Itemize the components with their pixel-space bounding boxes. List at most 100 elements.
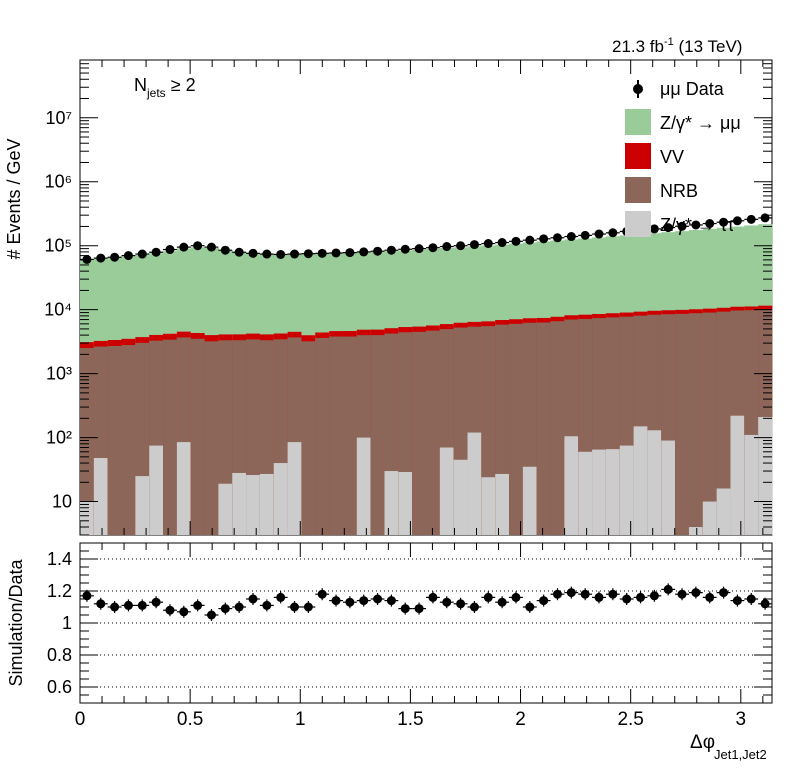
- ratio-y-tick-label: 1: [62, 613, 72, 633]
- ratio-point: [442, 597, 452, 607]
- bar-ztt: [176, 442, 192, 535]
- ratio-point: [137, 600, 147, 610]
- data-point: [400, 244, 410, 254]
- ratio-point: [96, 599, 106, 609]
- data-point: [442, 242, 452, 252]
- ratio-point: [179, 607, 189, 617]
- y-tick-label: 10: [52, 492, 72, 512]
- bar-nrb: [342, 336, 358, 535]
- bar-ztt: [259, 473, 275, 535]
- data-point: [303, 249, 313, 259]
- legend-ztt-label: Z/γ* → ττ: [660, 215, 734, 235]
- bar-ztt: [467, 432, 482, 535]
- x-tick-label: 3: [736, 709, 747, 730]
- data-point: [234, 247, 244, 257]
- data-point: [483, 239, 493, 249]
- bar-nrb: [121, 345, 136, 535]
- ratio-point: [746, 594, 756, 604]
- bar-nrb: [688, 313, 704, 535]
- data-point: [497, 238, 507, 248]
- bar-nrb: [204, 341, 219, 535]
- ratio-point: [290, 602, 300, 612]
- bar-ztt: [495, 473, 510, 535]
- data-point: [165, 245, 175, 255]
- ratio-y-tick-label: 1.2: [47, 581, 72, 601]
- ratio-point: [123, 600, 133, 610]
- data-point: [137, 249, 147, 259]
- y-tick-label: 10⁷: [45, 108, 72, 128]
- data-point: [663, 223, 673, 233]
- bar-nrb: [550, 321, 565, 535]
- ratio-point: [511, 592, 521, 602]
- ratio-y-tick-label: 0.8: [47, 645, 72, 665]
- lumi-label: 21.3 fb-1 (13 TeV): [612, 36, 742, 56]
- ratio-y-tick-label: 1.4: [47, 549, 72, 569]
- bar-nrb: [315, 338, 330, 535]
- ratio-point: [276, 592, 286, 602]
- ratio-y-axis-title: Simulation/Data: [6, 558, 26, 686]
- bar-nrb: [702, 312, 718, 535]
- bar-ztt: [481, 477, 496, 535]
- legend: μμ Data Z/γ* → μμ VV NRB Z/γ* → ττ: [625, 79, 741, 237]
- data-point: [345, 248, 355, 258]
- bar-ztt: [578, 451, 593, 535]
- ratio-point: [110, 602, 120, 612]
- data-point: [525, 235, 535, 245]
- bar-ztt: [80, 501, 95, 535]
- data-point: [206, 242, 216, 252]
- legend-nrb-swatch: [625, 177, 651, 203]
- data-point: [151, 247, 161, 257]
- axes: 10 10² 10³ 10⁴ 10⁵ 10⁶ 10⁷ 0 0.5 1 1.5 2 2.5 3 0.6 0.8 1…: [44, 59, 772, 730]
- x-axis-subscript: Jet1,Jet2: [714, 747, 767, 762]
- ratio-point: [414, 604, 424, 614]
- data-point: [276, 249, 286, 259]
- bar-nrb: [80, 348, 95, 535]
- ratio-point: [663, 584, 673, 594]
- legend-entry-zmm: Z/γ* → μμ: [625, 109, 741, 135]
- data-point: [110, 252, 120, 262]
- bar-ztt: [453, 459, 468, 535]
- data-point: [373, 246, 383, 256]
- data-point: [552, 233, 562, 243]
- data-point: [179, 242, 189, 252]
- bar-nrb: [509, 323, 524, 535]
- x-tick-label: 0: [75, 709, 86, 730]
- y-tick-label: 10⁴: [44, 300, 72, 320]
- ratio-point: [303, 602, 313, 612]
- ratio-point: [580, 589, 590, 599]
- bar-ztt: [619, 445, 634, 535]
- legend-vv-label: VV: [660, 147, 684, 167]
- bar-ztt: [688, 527, 704, 535]
- bar-ztt: [592, 449, 607, 535]
- x-tick-label: 2.5: [617, 709, 643, 730]
- data-point: [317, 248, 327, 258]
- bar-nrb: [329, 336, 344, 535]
- legend-data-label: μμ Data: [660, 79, 725, 99]
- legend-entry-ztt: Z/γ* → ττ: [625, 211, 734, 237]
- bar-ztt: [522, 466, 538, 535]
- ratio-point: [483, 592, 493, 602]
- bar-nrb: [370, 335, 385, 535]
- x-tick-label: 1.5: [397, 709, 423, 730]
- ratio-point: [400, 604, 410, 614]
- ratio-point: [760, 599, 770, 609]
- bar-ztt: [647, 430, 662, 535]
- legend-entry-vv: VV: [625, 143, 684, 169]
- ratio-point: [608, 589, 618, 599]
- data-point: [414, 244, 424, 254]
- bar-ztt: [633, 426, 648, 535]
- njets-label: Njets ≥ 2: [134, 75, 196, 100]
- data-point: [566, 232, 576, 242]
- bar-nrb: [536, 322, 551, 535]
- data-point: [469, 240, 479, 250]
- legend-entry-data: μμ Data: [633, 79, 725, 99]
- data-point: [193, 241, 203, 251]
- bar-ztt: [232, 472, 247, 535]
- data-point: [677, 221, 687, 231]
- data-point: [649, 224, 659, 234]
- bar-ztt: [661, 440, 676, 535]
- ratio-point: [234, 602, 244, 612]
- data-point: [262, 249, 272, 259]
- ratio-point: [539, 596, 549, 606]
